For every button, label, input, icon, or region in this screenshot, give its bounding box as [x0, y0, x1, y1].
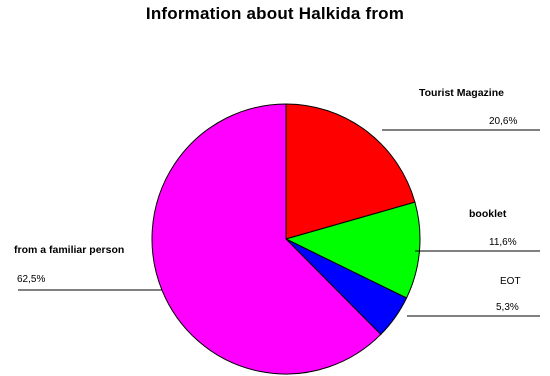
- slice-name-eot: EOT: [500, 276, 521, 287]
- leader-lines: [18, 129, 540, 317]
- chart-title: Information about Halkida from: [145, 4, 405, 23]
- slice-value-booklet: 11,6%: [489, 237, 517, 248]
- slice-name-tourist-magazine: Tourist Magazine: [419, 87, 504, 99]
- pie-slice-tourist-magazine: [285, 103, 416, 240]
- slice-name-booklet: booklet: [469, 208, 507, 220]
- slice-value-tourist-magazine: 20,6%: [489, 116, 517, 127]
- pie-slice-familiar-person: [151, 103, 382, 375]
- slice-name-familiar-person: from a familiar person: [14, 244, 124, 256]
- slice-value-familiar-person: 62,5%: [17, 274, 45, 285]
- pie-slices: [151, 103, 421, 375]
- slice-value-eot: 5,3%: [496, 302, 519, 313]
